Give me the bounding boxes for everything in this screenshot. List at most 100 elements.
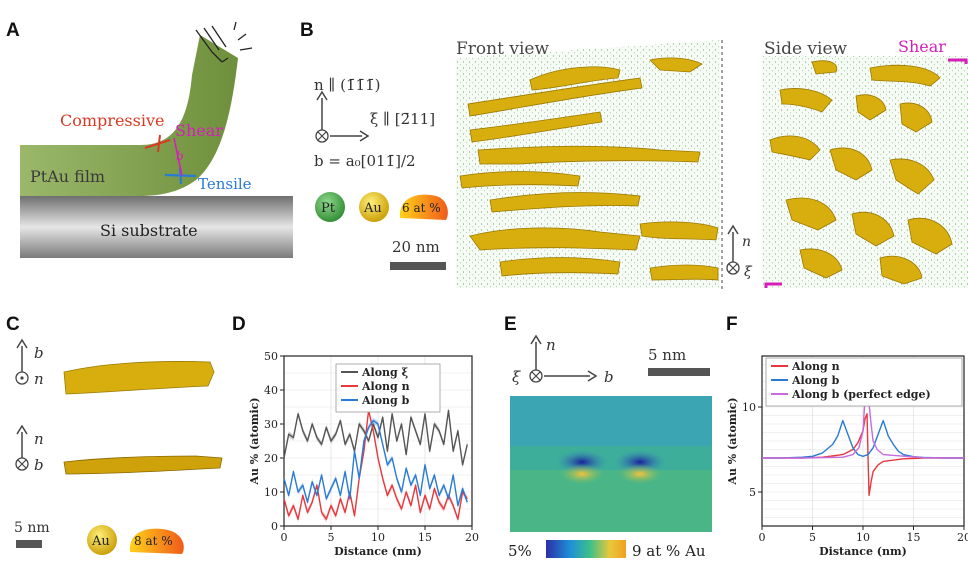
scale-bar-e-label: 5 nm bbox=[648, 346, 686, 364]
panel-b-legend: Pt Au 6 at % 20 nm bbox=[315, 192, 448, 270]
panel-label-b: B bbox=[300, 20, 314, 41]
chart-d: 0 5 10 15 20 0 10 20 30 40 50 Distance (nm) Au % (at… bbox=[248, 350, 479, 558]
au-segregation-front bbox=[459, 57, 719, 281]
y-tick-label: 40 bbox=[264, 384, 278, 397]
x-axis-label: Distance (nm) bbox=[334, 545, 422, 558]
x-tick-label: 20 bbox=[957, 531, 968, 544]
x-tick-label: 0 bbox=[759, 531, 766, 544]
side-n-label: n bbox=[742, 234, 751, 250]
y-tick-label: 5 bbox=[749, 486, 756, 499]
scale-bar-e bbox=[648, 368, 710, 376]
shear-label-b: Shear bbox=[898, 37, 946, 56]
au-segregation-side bbox=[769, 60, 953, 285]
x-tick-label: 5 bbox=[328, 531, 335, 544]
y-tick-label: 50 bbox=[264, 350, 278, 363]
e-n-label: n bbox=[546, 336, 556, 354]
side-view-title: Side view bbox=[764, 39, 848, 59]
iso-legend-blob bbox=[399, 194, 448, 220]
compressive-label: Compressive bbox=[60, 111, 164, 130]
c-iso-legend-blob bbox=[129, 528, 184, 554]
au-legend-label: Au bbox=[363, 201, 382, 216]
series-line bbox=[283, 409, 468, 520]
y-axis-label: Au % (atomic) bbox=[248, 397, 261, 485]
pt-legend-ball bbox=[315, 192, 345, 222]
substrate-block bbox=[20, 196, 293, 258]
series-band bbox=[284, 407, 468, 468]
shear-arrow-bottom bbox=[764, 282, 782, 288]
series-line bbox=[762, 419, 964, 459]
b-vector-label-a: b bbox=[176, 149, 184, 163]
n-direction-label: n ∥ (1̄1̄1̄) bbox=[314, 76, 380, 94]
panel-label-d: D bbox=[232, 314, 246, 335]
panel-label-f: F bbox=[726, 314, 738, 335]
x-tick-label: 10 bbox=[371, 531, 385, 544]
panel-label-e: E bbox=[504, 314, 517, 335]
au-legend-ball bbox=[359, 192, 389, 222]
c-top-n-label: n bbox=[34, 370, 44, 388]
front-view-map: Front view bbox=[456, 39, 720, 288]
y-tick-label: 10 bbox=[742, 401, 756, 414]
scale-bar-b-label: 20 nm bbox=[392, 238, 440, 256]
substrate-label: Si substrate bbox=[100, 221, 198, 240]
panel-e: n ξ b 5 nm 5% 9 at % Au bbox=[508, 334, 712, 560]
xi-direction-label: ξ ∥ [2̄11] bbox=[370, 110, 435, 128]
series-line bbox=[283, 409, 468, 466]
pt-legend-label: Pt bbox=[321, 201, 336, 216]
e-xi-label: ξ bbox=[512, 368, 521, 386]
y-tick-label: 0 bbox=[271, 520, 278, 533]
burgers-vector-label: b = a₀[011̄]/2 bbox=[314, 152, 416, 170]
legend-entry: Along b (perfect edge) bbox=[791, 388, 931, 401]
legend-entry: Along n bbox=[361, 380, 410, 393]
colorbar-max-label: 9 at % Au bbox=[632, 542, 706, 560]
legend-box bbox=[765, 357, 963, 407]
iso-legend-label: 6 at % bbox=[402, 201, 441, 215]
legend-entry: Along b bbox=[791, 374, 840, 387]
x-tick-label: 0 bbox=[281, 531, 288, 544]
legend-entry: Along n bbox=[791, 360, 840, 373]
c-top-b-label: b bbox=[34, 344, 44, 362]
c-iso-legend-label: 8 at % bbox=[134, 534, 173, 548]
panel-label-c: C bbox=[6, 314, 20, 335]
c-au-legend-label: Au bbox=[91, 534, 110, 549]
legend-entry: Along ξ bbox=[361, 366, 409, 379]
y-tick-label: 10 bbox=[264, 486, 278, 499]
shear-label-a: Shear bbox=[175, 121, 223, 140]
film-bend bbox=[20, 35, 238, 196]
shear-arrow-top bbox=[948, 58, 968, 64]
series-line bbox=[762, 413, 964, 497]
e-b-label: b bbox=[604, 368, 614, 386]
y-tick-label: 30 bbox=[264, 418, 278, 431]
colorbar-min-label: 5% bbox=[508, 542, 532, 560]
y-axis-label: Au % (atomic) bbox=[726, 397, 739, 485]
c-top-isosurface bbox=[63, 361, 215, 395]
x-tick-label: 15 bbox=[907, 531, 921, 544]
c-au-legend-ball bbox=[87, 525, 117, 555]
side-view-map: Side view Shear n ξ bbox=[726, 37, 968, 288]
panel-b-axes: n ∥ (1̄1̄1̄) ξ ∥ [2̄11] b = a₀[011̄]/2 bbox=[314, 76, 435, 170]
colorbar bbox=[546, 540, 626, 558]
legend-entry: Along b bbox=[361, 394, 410, 407]
scale-bar-b bbox=[390, 262, 446, 270]
x-tick-label: 15 bbox=[418, 531, 432, 544]
tensile-label: Tensile bbox=[198, 175, 252, 193]
panel-c: b n n b 5 nm Au 8 at % bbox=[14, 338, 223, 555]
series-line bbox=[283, 419, 468, 507]
scale-bar-c bbox=[16, 540, 42, 548]
x-axis-label: Distance (nm) bbox=[819, 545, 907, 558]
y-tick-label: 20 bbox=[264, 452, 278, 465]
c-bottom-b-label: b bbox=[34, 456, 44, 474]
x-tick-label: 10 bbox=[856, 531, 870, 544]
panel-label-a: A bbox=[6, 20, 20, 41]
film-label: PtAu film bbox=[30, 167, 105, 186]
c-bottom-n-label: n bbox=[34, 430, 44, 448]
side-xi-label: ξ bbox=[744, 264, 753, 280]
x-tick-label: 5 bbox=[809, 531, 816, 544]
c-bottom-isosurface bbox=[63, 455, 223, 475]
x-tick-label: 20 bbox=[465, 531, 479, 544]
indenter-tip bbox=[195, 21, 253, 63]
front-view-title: Front view bbox=[456, 39, 549, 59]
panel-a-schematic: Compressive Shear Tensile b PtAu film Si… bbox=[20, 21, 293, 258]
scale-bar-c-label: 5 nm bbox=[14, 520, 50, 536]
